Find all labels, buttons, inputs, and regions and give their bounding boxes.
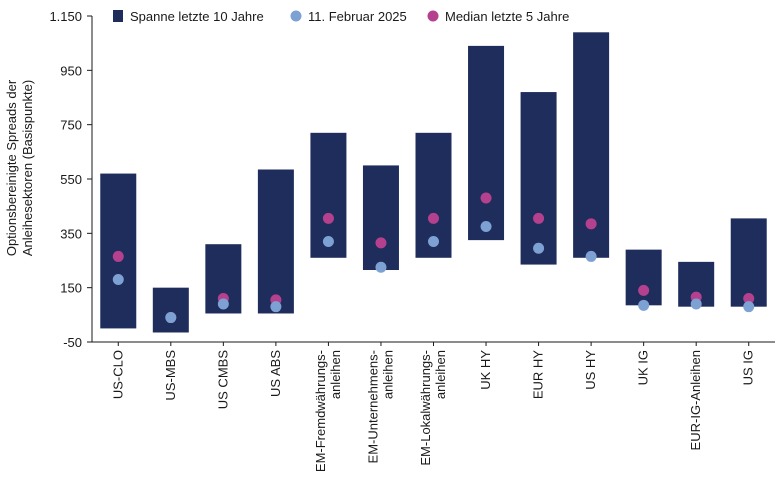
range-bar [152, 287, 189, 333]
legend-swatch-current [290, 10, 302, 22]
current-dot [690, 298, 702, 310]
y-tick-label: 350 [60, 226, 82, 241]
category-label: EUR HY [531, 350, 546, 399]
y-axis-ticks: -50 150 350 550 750 950 1.150 [49, 9, 92, 350]
legend-swatch-range [113, 10, 123, 22]
category-label: anleihen [328, 350, 343, 399]
current-dot [375, 261, 387, 273]
y-axis-title-line2: Anleihesektoren (Basispunkte) [20, 80, 35, 256]
y-axis-title-line1: Optionsbereinigte Spreads der [4, 79, 19, 256]
range-bar [468, 45, 505, 241]
category-label: US CMBS [215, 350, 230, 410]
median-dot [638, 284, 650, 296]
category-label: US-MBS [163, 350, 178, 401]
median-dot [322, 212, 334, 224]
range-bar [520, 92, 557, 265]
median-dot [428, 212, 439, 224]
current-dot [322, 235, 334, 247]
range-bar [257, 169, 294, 314]
y-tick-label: 750 [60, 118, 82, 133]
category-label: UK IG [636, 350, 651, 385]
current-dot [270, 301, 282, 313]
y-tick-label: -50 [63, 335, 82, 350]
current-dot [165, 312, 177, 324]
y-tick-label: 150 [60, 281, 82, 296]
current-dot [743, 301, 755, 313]
current-dot [533, 242, 545, 254]
category-label: anleihen [433, 350, 448, 399]
category-label: US-CLO [110, 350, 125, 399]
legend-label-current: 11. Februar 2025 [308, 9, 407, 24]
legend: Spanne letzte 10 Jahre 11. Februar 2025 … [113, 9, 569, 24]
legend-label-range: Spanne letzte 10 Jahre [130, 9, 264, 24]
current-dot [585, 250, 597, 262]
median-dot [743, 293, 755, 305]
range-bars [100, 32, 767, 333]
legend-swatch-median [427, 10, 439, 22]
y-tick-label: 1.150 [49, 9, 82, 24]
category-label: US ABS [268, 350, 283, 397]
median-dot [112, 250, 124, 262]
x-axis-labels: US-CLO US-MBS US CMBS US ABS EM-Fremdwährung… [110, 342, 756, 472]
median-dot [375, 237, 387, 249]
median-dot [533, 212, 545, 224]
y-tick-label: 950 [60, 63, 82, 78]
current-dot [217, 298, 229, 310]
legend-label-median: Median letzte 5 Jahre [445, 9, 569, 24]
category-label: EM-Unternehmens- [365, 350, 380, 463]
dot-markers [112, 192, 755, 324]
range-bar [730, 218, 767, 307]
range-bar [362, 165, 399, 271]
range-bar [625, 249, 662, 306]
current-dot [428, 235, 439, 247]
current-dot [112, 274, 124, 286]
category-label: anleihen [380, 350, 395, 399]
category-label: US HY [583, 350, 598, 390]
category-label: EM-Fremdwährungs- [313, 350, 328, 472]
category-label: EM-Lokalwährungs- [418, 350, 433, 466]
current-dot [638, 299, 650, 311]
median-dot [585, 218, 597, 230]
y-tick-label: 550 [60, 172, 82, 187]
median-dot [480, 192, 492, 204]
category-label: EUR-IG-Anleihen [688, 350, 703, 450]
category-label: UK HY [478, 350, 493, 390]
current-dot [480, 221, 492, 233]
category-label: US IG [741, 350, 756, 385]
